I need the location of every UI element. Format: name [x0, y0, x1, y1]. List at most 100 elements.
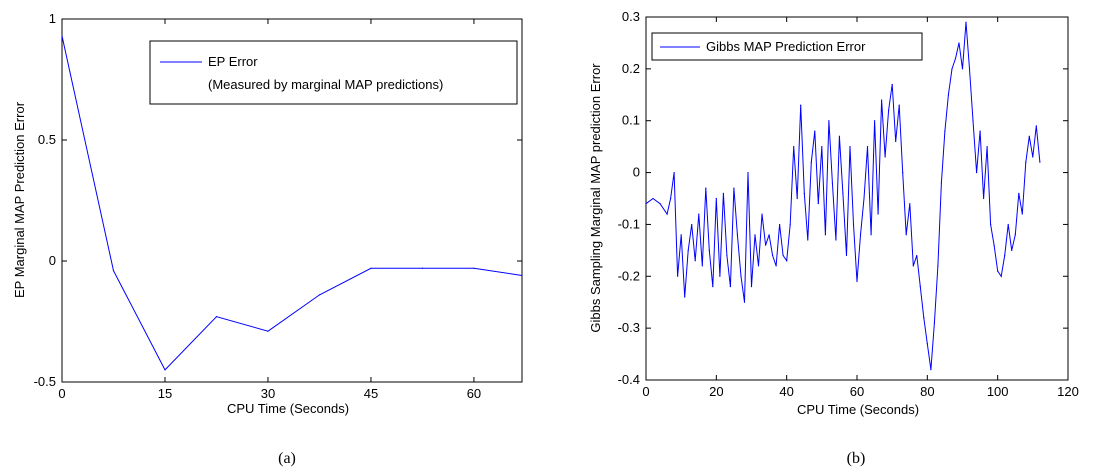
- panel-b-data-point: [807, 239, 809, 241]
- panel-b-data-point: [645, 203, 647, 205]
- panel-a-data-point: [215, 316, 218, 318]
- panel-a-x-tick-label: 0: [58, 386, 65, 401]
- panel-b-data-point: [722, 192, 724, 194]
- panel-b-data-point: [757, 265, 760, 267]
- panel-b-data-point: [1039, 161, 1041, 163]
- panel-b-series-points: [645, 21, 1041, 371]
- panel-b-data-point: [856, 280, 858, 283]
- panel-b-data-point: [715, 197, 717, 200]
- panel-a-data-point: [421, 267, 424, 269]
- panel-a-data-point: [164, 369, 166, 371]
- panel-b-data-point: [705, 187, 707, 189]
- panel-b-data-point: [712, 286, 714, 288]
- panel-b-data-point: [919, 286, 921, 288]
- panel-b-data-point: [775, 265, 777, 267]
- panel-b-data-point: [772, 254, 774, 257]
- panel-b-data-point: [1014, 234, 1016, 236]
- panel-b-data-point: [993, 244, 995, 246]
- panel-b-data-point: [888, 109, 890, 111]
- panel-a-data-point: [521, 274, 523, 277]
- panel-b-data-point: [954, 57, 957, 60]
- panel-a-y-tick-label: 0: [49, 253, 56, 268]
- panel-b-data-point: [870, 234, 872, 236]
- panel-b-y-axis-label: Gibbs Sampling Marginal MAP prediction E…: [588, 63, 603, 333]
- panel-a-legend-entry-1: EP Error: [208, 54, 258, 69]
- panel-b-data-point: [750, 286, 753, 288]
- panel-b-data-point: [835, 239, 837, 241]
- panel-b-data-point: [951, 68, 953, 70]
- panel-a-y-tick-label: -0.5: [34, 374, 56, 389]
- panel-b-data-point: [708, 249, 710, 251]
- panel-b-data-point: [891, 83, 893, 86]
- panel-b-data-point: [961, 68, 964, 70]
- panel-b-data-point: [902, 171, 904, 174]
- panel-b-x-axis-label: CPU Time (Seconds): [797, 402, 919, 417]
- panel-b-y-tick-label: 0.2: [622, 61, 640, 76]
- panel-b-data-point: [1018, 192, 1020, 194]
- panel-b-data-point: [975, 171, 978, 174]
- panel-a-y-tick-label: 0.5: [38, 132, 56, 147]
- panel-b-data-point: [821, 146, 823, 148]
- panel-b-data-point: [733, 187, 735, 189]
- panel-b-data-point: [859, 234, 862, 236]
- panel-b-data-point: [866, 146, 869, 148]
- panel-b-data-point: [673, 171, 675, 174]
- panel-b-y-tick-label: -0.3: [618, 320, 640, 335]
- panel-b-y-tick-label: -0.2: [618, 268, 640, 283]
- panel-b-x-tick-label: 120: [1057, 384, 1079, 399]
- panel-b-data-point: [947, 94, 950, 96]
- panel-b-data-point: [701, 265, 703, 267]
- panel-b-x-tick-label: 100: [987, 384, 1009, 399]
- panel-a-x-axis-label: CPU Time (Seconds): [227, 401, 349, 416]
- panel-b-data-point: [761, 213, 763, 215]
- panel-b-data-point: [768, 234, 770, 236]
- panel-b-data-point: [933, 322, 935, 324]
- panel-a-y-axis-label: EP Marginal MAP Prediction Error: [12, 101, 27, 298]
- panel-b-data-point: [1035, 125, 1037, 127]
- panel-b-x-tick-label: 80: [920, 384, 934, 399]
- panel-a-x-tick-label: 60: [467, 386, 481, 401]
- panel-b-data-point: [895, 140, 897, 143]
- panel-b-data-point: [803, 192, 805, 194]
- panel-b-data-point: [1025, 161, 1027, 163]
- panel-b-data-point: [845, 254, 848, 257]
- panel-b-legend-entry-1: Gibbs MAP Prediction Error: [706, 39, 866, 54]
- panel-b-data-point: [779, 223, 781, 226]
- panel-a-data-point: [370, 267, 372, 269]
- panel-b-data-point: [786, 260, 788, 262]
- panel-b-data-point: [1004, 254, 1006, 257]
- panel-b-data-point: [965, 21, 967, 23]
- panel-b-data-point: [666, 213, 668, 215]
- panel-b-y-tick-label: -0.4: [618, 372, 640, 387]
- panel-a-data-point: [112, 270, 115, 272]
- panel-b-data-point: [754, 234, 756, 236]
- panel-a-legend-box: [149, 40, 518, 105]
- panel-b-y-tick-label: -0.1: [618, 216, 640, 231]
- panel-a-x-axis: 0 15 30 45 60: [58, 19, 481, 401]
- panel-b-data-point: [912, 265, 914, 267]
- panel-b-data-point: [719, 275, 721, 277]
- panel-a-series-points: [61, 35, 523, 371]
- panel-b-data-point: [863, 197, 865, 200]
- panel-b-data-point: [909, 203, 911, 205]
- panel-a-data-point: [473, 267, 475, 269]
- panel-a-x-tick-label: 45: [364, 386, 378, 401]
- panel-b-data-point: [694, 260, 696, 262]
- panel-b-data-point: [687, 249, 689, 251]
- panel-b-data-point: [659, 203, 661, 205]
- panel-b-data-point: [793, 146, 795, 148]
- panel-a-y-tick-label: 1: [49, 11, 56, 26]
- panel-b-plot-area: [645, 16, 1069, 381]
- panel-b-series-line: [645, 22, 1041, 370]
- panel-b-data-point: [814, 130, 816, 132]
- panel-b-y-tick-label: 0.1: [622, 113, 640, 128]
- panel-b-y-tick-label: 0: [633, 165, 640, 180]
- panel-b-data-point: [796, 197, 798, 200]
- panel-b-data-point: [881, 99, 883, 101]
- panel-b-data-point: [968, 68, 971, 70]
- panel-a-data-point: [267, 330, 269, 332]
- panel-b-data-point: [747, 171, 749, 174]
- panel-b-x-tick-label: 0: [642, 384, 649, 399]
- panel-b-data-point: [831, 182, 833, 184]
- panel-b-x-tick-label: 40: [779, 384, 793, 399]
